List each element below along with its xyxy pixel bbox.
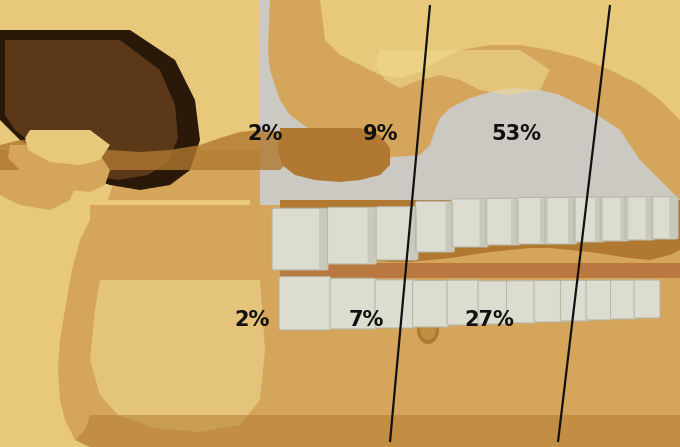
FancyBboxPatch shape — [586, 280, 614, 320]
FancyBboxPatch shape — [540, 198, 548, 243]
Text: 9%: 9% — [363, 124, 398, 144]
FancyBboxPatch shape — [367, 208, 375, 263]
FancyBboxPatch shape — [415, 201, 454, 252]
Polygon shape — [75, 415, 680, 447]
FancyBboxPatch shape — [319, 209, 327, 269]
FancyBboxPatch shape — [545, 198, 577, 244]
FancyBboxPatch shape — [574, 197, 604, 242]
Polygon shape — [278, 128, 390, 182]
FancyBboxPatch shape — [376, 207, 418, 260]
FancyBboxPatch shape — [486, 198, 520, 245]
FancyBboxPatch shape — [447, 280, 481, 325]
FancyBboxPatch shape — [452, 199, 488, 247]
FancyBboxPatch shape — [560, 280, 590, 321]
FancyBboxPatch shape — [534, 281, 564, 322]
FancyBboxPatch shape — [517, 198, 549, 244]
FancyBboxPatch shape — [669, 198, 677, 238]
FancyBboxPatch shape — [409, 208, 417, 259]
FancyBboxPatch shape — [620, 198, 628, 240]
Polygon shape — [0, 0, 260, 447]
FancyBboxPatch shape — [611, 280, 638, 319]
FancyBboxPatch shape — [413, 281, 449, 327]
FancyBboxPatch shape — [645, 198, 653, 239]
FancyBboxPatch shape — [279, 277, 331, 330]
FancyBboxPatch shape — [479, 200, 488, 246]
FancyBboxPatch shape — [595, 198, 603, 241]
Ellipse shape — [417, 316, 439, 344]
Polygon shape — [280, 200, 680, 298]
FancyBboxPatch shape — [634, 280, 660, 318]
Polygon shape — [25, 130, 110, 165]
FancyBboxPatch shape — [507, 281, 537, 323]
Polygon shape — [115, 230, 235, 405]
Polygon shape — [375, 50, 550, 95]
FancyBboxPatch shape — [478, 281, 510, 324]
Polygon shape — [280, 200, 680, 262]
Polygon shape — [58, 205, 680, 447]
Polygon shape — [0, 30, 200, 190]
Polygon shape — [90, 280, 265, 432]
FancyBboxPatch shape — [328, 207, 377, 264]
Polygon shape — [95, 200, 258, 430]
FancyBboxPatch shape — [375, 280, 415, 328]
FancyBboxPatch shape — [330, 278, 376, 329]
Text: 53%: 53% — [492, 124, 542, 144]
Polygon shape — [268, 0, 680, 200]
Text: 27%: 27% — [464, 310, 515, 329]
Text: 7%: 7% — [348, 310, 384, 329]
FancyBboxPatch shape — [600, 197, 630, 241]
Polygon shape — [5, 40, 178, 180]
FancyBboxPatch shape — [568, 198, 576, 243]
Polygon shape — [0, 150, 80, 210]
Polygon shape — [0, 130, 295, 170]
Polygon shape — [280, 263, 680, 278]
FancyBboxPatch shape — [445, 202, 454, 251]
Polygon shape — [95, 150, 260, 447]
Text: 2%: 2% — [234, 310, 269, 329]
Polygon shape — [8, 145, 110, 192]
FancyBboxPatch shape — [652, 197, 678, 239]
FancyBboxPatch shape — [511, 199, 519, 244]
Polygon shape — [320, 0, 680, 120]
FancyBboxPatch shape — [272, 208, 328, 270]
FancyBboxPatch shape — [626, 197, 654, 240]
Text: 2%: 2% — [248, 124, 283, 144]
Ellipse shape — [420, 320, 436, 340]
